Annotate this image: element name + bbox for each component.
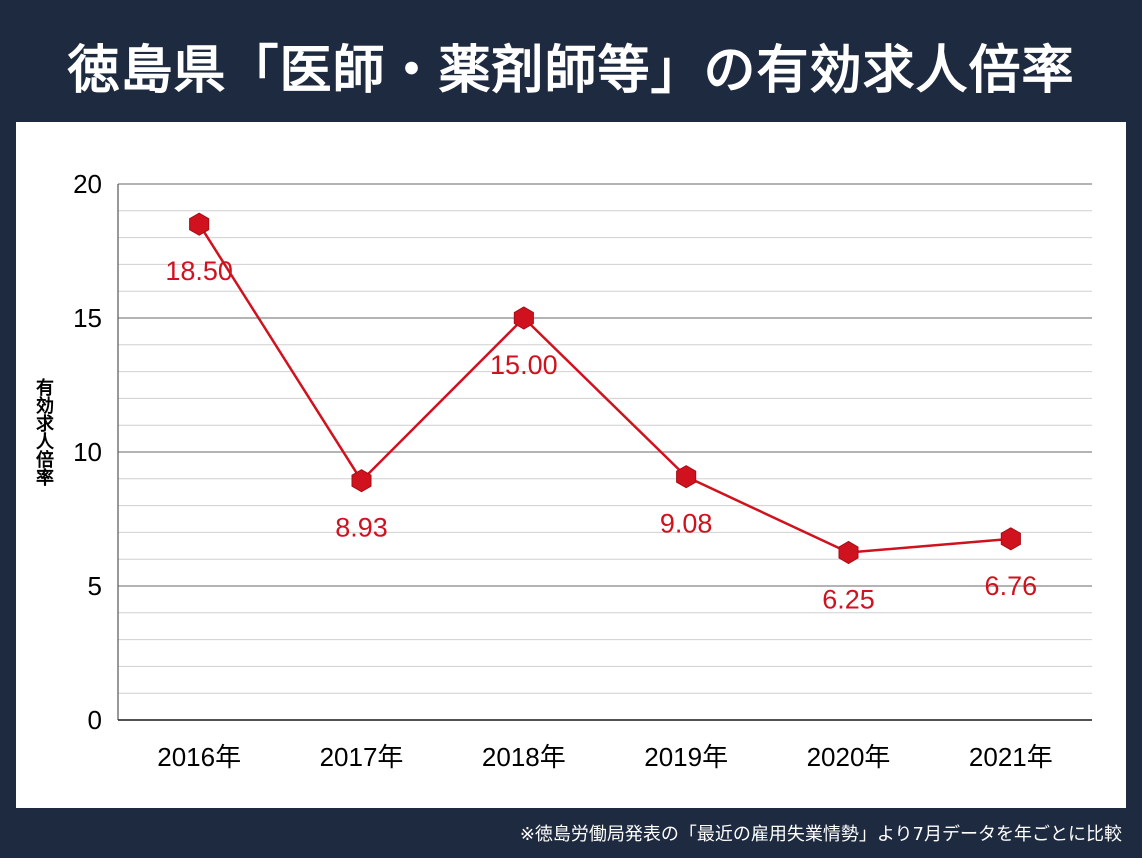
data-label: 6.76	[985, 571, 1038, 601]
x-tick-labels: 2016年 2017年 2018年 2019年 2020年 2021年	[157, 742, 1053, 772]
x-tick-label: 2020年	[807, 742, 891, 772]
series-line-path	[198, 223, 1011, 554]
y-tick-label: 15	[73, 303, 102, 333]
data-point-marker	[676, 465, 697, 489]
y-tick-label: 5	[88, 571, 102, 601]
data-point-marker	[838, 540, 859, 565]
data-point-marker	[1000, 527, 1021, 551]
data-point-marker	[351, 469, 372, 493]
data-markers	[189, 212, 1021, 565]
x-tick-label: 2021年	[969, 742, 1053, 772]
y-tick-labels: 0 5 10 15 20	[73, 169, 102, 735]
footnote: ※徳島労働局発表の「最近の雇用失業情勢」より7月データを年ごとに比較	[519, 824, 1122, 845]
series-line	[198, 223, 1011, 554]
y-tick-label: 20	[73, 169, 102, 199]
y-tick-label: 10	[73, 437, 102, 467]
data-label: 18.50	[165, 256, 233, 286]
data-point-marker	[189, 212, 210, 236]
x-tick-label: 2019年	[644, 742, 728, 772]
gridlines	[117, 183, 1092, 721]
y-tick-label: 0	[88, 705, 102, 735]
data-label: 8.93	[335, 513, 388, 543]
data-point-marker	[513, 306, 534, 330]
x-tick-label: 2017年	[320, 742, 404, 772]
x-tick-label: 2016年	[157, 742, 241, 772]
x-tick-label: 2018年	[482, 742, 566, 772]
data-label: 9.08	[660, 509, 713, 539]
chart-title: 徳島県「医師・薬剤師等」の有効求人倍率	[67, 41, 1075, 101]
data-label: 15.00	[490, 350, 558, 380]
y-axis-label: 有効求人倍率	[33, 378, 54, 486]
data-labels: 18.50 8.93 15.00 9.08 6.25 6.76	[165, 256, 1037, 614]
data-label: 6.25	[822, 585, 875, 615]
